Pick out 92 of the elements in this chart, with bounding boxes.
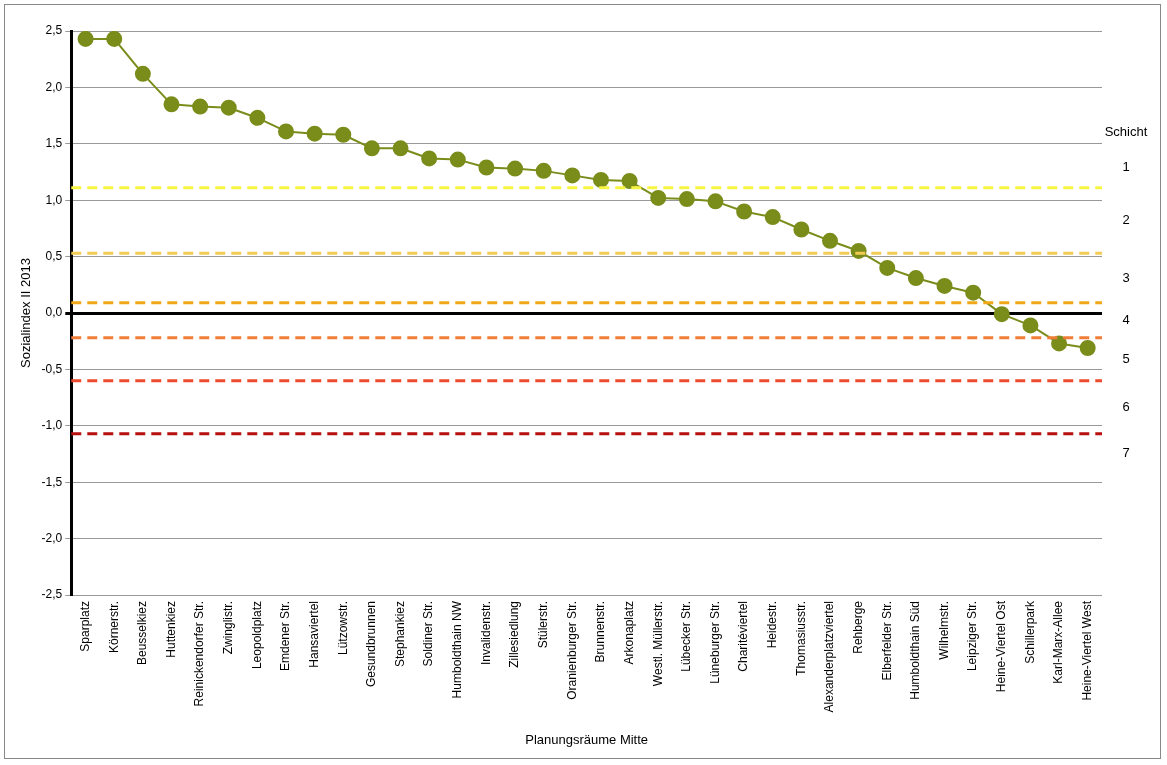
text: 7 [1122, 445, 1130, 461]
y-tick-label: 0,0 [45, 305, 63, 320]
point [134, 65, 151, 82]
point [993, 306, 1010, 323]
point [363, 140, 380, 157]
y-tick-label: -1,0 [41, 418, 63, 433]
x-tick-label: Zwinglistr. [221, 601, 236, 655]
y-tick-label: 2,5 [45, 23, 63, 38]
x-tick-label: Invalidenstr. [478, 601, 493, 666]
x-tick-label: Heidestr. [765, 601, 780, 649]
x-tick-label: Heine-Viertel Ost [994, 600, 1009, 693]
point [936, 277, 953, 294]
point [650, 189, 667, 206]
point [965, 284, 982, 301]
point [507, 160, 524, 177]
point [220, 99, 237, 116]
point [736, 203, 753, 220]
text: 1 [1122, 159, 1130, 175]
x-tick-label: Lützowstr. [335, 601, 350, 656]
x-tick-label: Huttenkiez [163, 601, 178, 658]
y-tick-label: -2,5 [41, 587, 63, 602]
y-tick-label: -0,5 [41, 361, 63, 376]
x-tick-label: Heine-Viertel West [1080, 600, 1094, 701]
x-tick-label: Karl-Marx-Allee [1051, 600, 1066, 684]
x-tick-label: Lübecker Str. [679, 601, 694, 672]
y-tick-label: 1,0 [45, 192, 63, 207]
x-tick-label: Brunnenstr. [593, 601, 608, 663]
y-tick-label: 2,0 [45, 79, 63, 94]
x-tick-label: Schillerpark [1022, 600, 1037, 664]
x-tick-label: Stülerstr. [536, 601, 550, 649]
point [678, 191, 695, 208]
x-tick-label: Reinickendorfer Str. [192, 601, 207, 707]
point [621, 173, 638, 190]
y-tick-label: 0,5 [45, 248, 63, 263]
y-axis-title: Sozialindex II 2013 [18, 258, 34, 368]
x-tick-label: Zillesiedlung [507, 601, 522, 668]
point [564, 167, 581, 184]
x-tick-label: Beusselkiez [135, 601, 150, 666]
point [592, 171, 609, 188]
y-tick-label: -2,0 [41, 530, 63, 545]
point [707, 193, 724, 210]
text: 3 [1122, 269, 1130, 285]
point [278, 123, 295, 140]
x-tick-label: Körnerstr. [106, 601, 121, 654]
y-tick-label: 1,5 [45, 136, 63, 151]
x-tick-label: Gesundbrunnen [364, 601, 379, 688]
x-tick-label: Alexanderplatzviertel [822, 601, 837, 713]
point [306, 125, 323, 142]
point [822, 232, 838, 249]
point [478, 159, 495, 176]
point [335, 126, 352, 143]
x-tick-label: Emdener Str. [278, 601, 293, 672]
x-tick-label: Elberfelder Str. [879, 601, 894, 681]
point [907, 270, 924, 287]
x-tick-label: Stephankiez [392, 601, 407, 668]
point [249, 109, 266, 126]
x-tick-label: Hansaviertel [306, 601, 321, 668]
point [106, 31, 123, 47]
x-tick-label: Sparplatz [77, 601, 92, 652]
x-tick-label: Lüneburger Str. [707, 601, 722, 684]
x-tick-label: Humboldthain Süd [908, 601, 923, 700]
x-tick-label: Westl. Müllerstr. [650, 601, 665, 687]
x-tick-label: Leopoldplatz [249, 601, 264, 670]
text: 2 [1122, 212, 1130, 228]
point [192, 98, 209, 115]
point [1051, 335, 1068, 352]
point [392, 140, 409, 157]
x-tick-label: Rehberge [850, 600, 865, 654]
x-tick-label: Oranienburger Str. [564, 601, 579, 700]
x-tick-label: Wilhelmstr. [936, 601, 951, 660]
point [163, 96, 180, 113]
text: 5 [1122, 350, 1130, 366]
x-tick-label: Thomasiusstr. [793, 601, 808, 676]
x-tick-label: Leipziger Str. [965, 601, 980, 672]
point [535, 162, 552, 179]
text: 4 [1122, 311, 1130, 327]
point [449, 151, 466, 168]
point [1022, 317, 1039, 334]
point [764, 209, 781, 226]
point [879, 259, 896, 276]
x-tick-label: Humboldthain NW [450, 600, 465, 699]
point [77, 31, 94, 47]
y-tick-label: -1,5 [41, 474, 63, 489]
point [1079, 339, 1096, 356]
x-axis-title: Planungsräume Mitte [525, 731, 649, 747]
x-tick-label: Arkonaplatz [621, 601, 636, 665]
x-tick-label: Charitéviertel [736, 601, 751, 672]
text: 6 [1122, 398, 1130, 414]
x-tick-label: Soldiner Str. [421, 601, 436, 667]
point [421, 150, 438, 167]
text: Schicht [1104, 124, 1148, 140]
point [793, 221, 810, 238]
